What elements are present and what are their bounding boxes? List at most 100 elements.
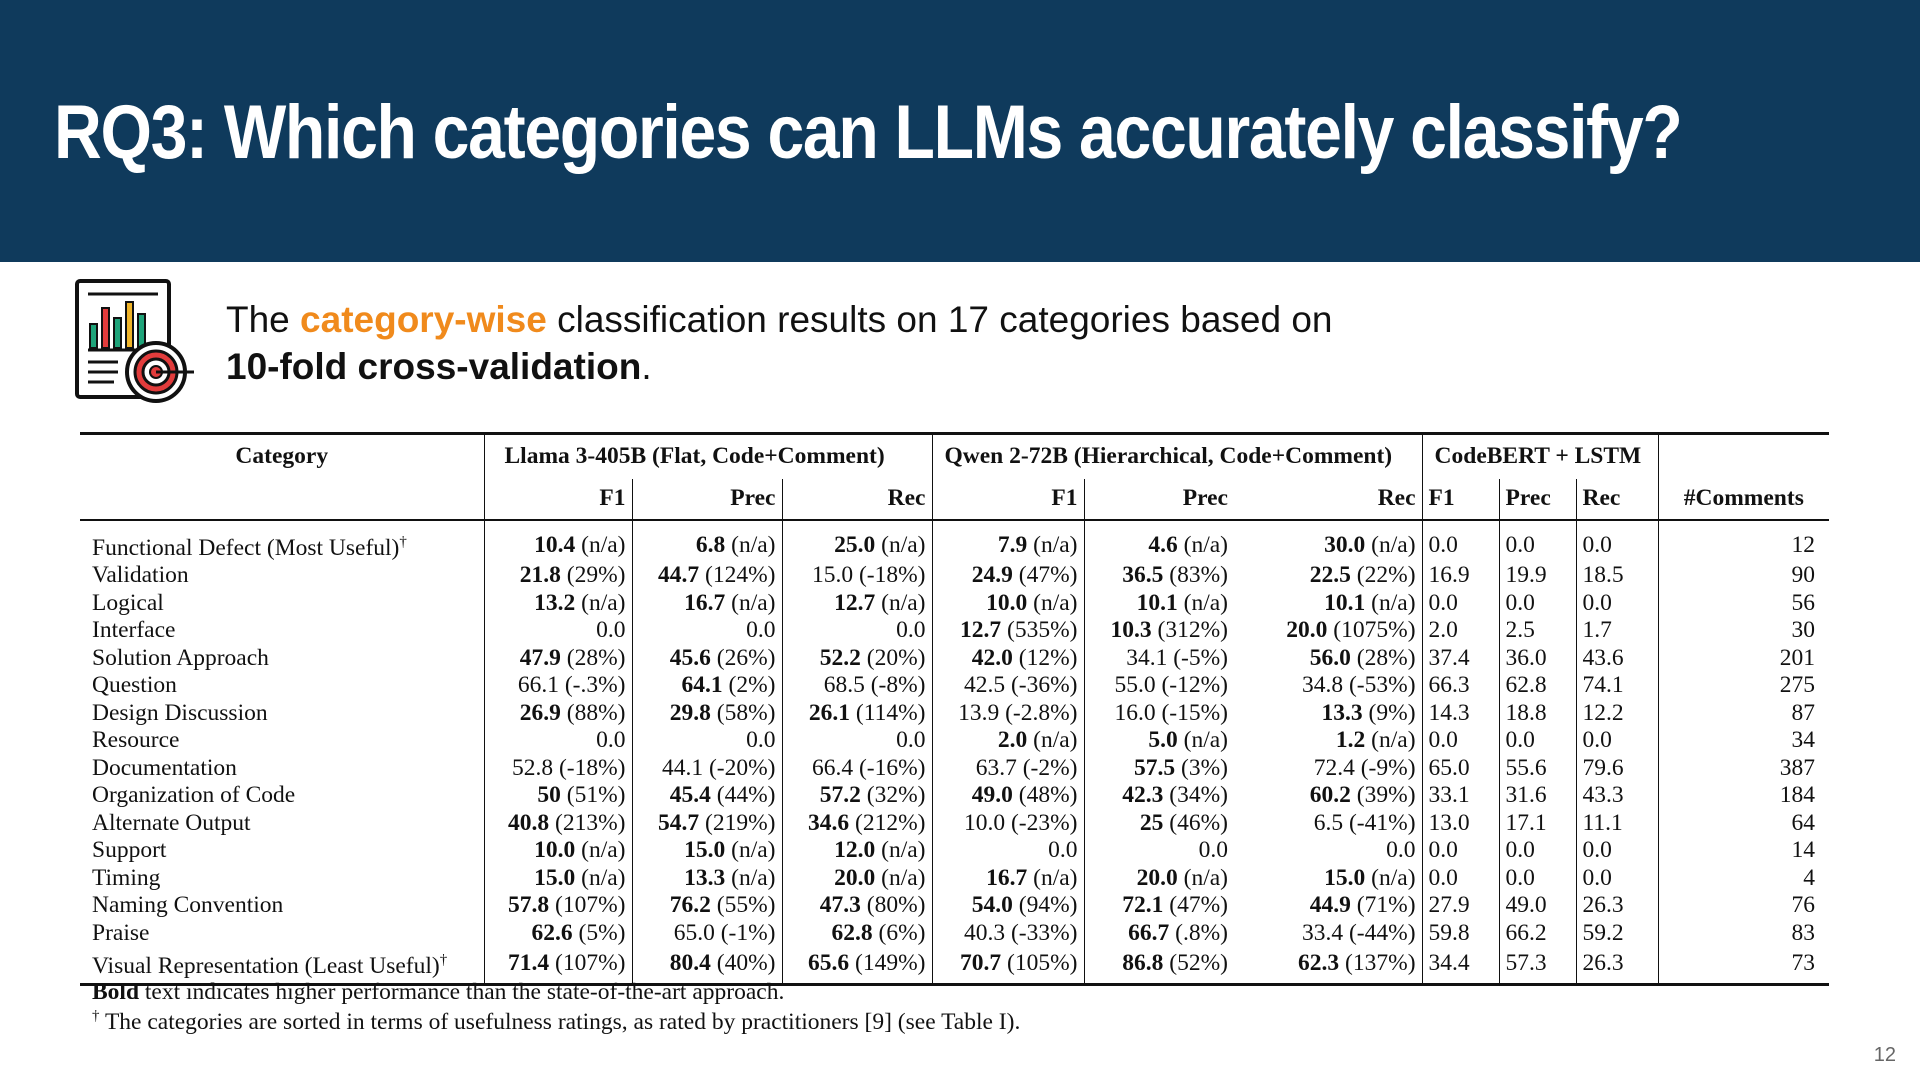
qwen-f1-cell: 7.9 (n/a) [931,520,1084,563]
qwen-rec-cell: 6.5 (-41%) [1234,810,1422,838]
llama-rec-cell: 26.1 (114%) [781,699,932,728]
metric-value: 20.0 [1136,864,1178,891]
category-name: Design Discussion [92,699,268,726]
llama-f1-cell: 71.4 (107%) [483,947,632,985]
metric-value: 66.7 [1128,919,1170,946]
codebert-prec-cell: 62.8 [1498,672,1577,700]
metric-value: 60.2 [1309,782,1351,809]
metric-value: 7.9 [997,531,1028,558]
metric-delta: (-.3%) [558,672,626,699]
category-name: Question [92,672,177,699]
qwen-f1-cell: 40.3 (-33%) [931,919,1084,948]
metric-value: 0.0 [596,727,626,754]
intro-end: . [641,346,652,387]
table-row: Question 66.1 (-.3%) 64.1 (2%) 68.5 (-8%) 42… [80,672,1830,700]
footnote-bold-note: Bold text indicates higher performance t… [92,979,784,1006]
metric-value: 20.0 [834,864,876,891]
metric-delta: (n/a) [875,837,926,864]
header-llama: Llama 3-405B (Flat, Code+Comment) [483,432,932,479]
metric-delta: (52%) [1163,950,1228,977]
llama-rec-cell: 65.6 (149%) [781,947,932,985]
llama-rec-cell: 20.0 (n/a) [781,864,932,893]
llama-f1-cell: 21.8 (29%) [483,562,632,590]
table-row: Design Discussion 26.9 (88%) 29.8 (58%) 26.… [80,699,1830,728]
metric-value: 44.1 [661,754,704,781]
qwen-f1-cell: 0.0 [931,837,1084,865]
comments-count-cell: 56 [1657,589,1830,618]
metric-value: 22.5 [1309,562,1351,589]
metric-delta: (n/a) [1365,864,1416,891]
metric-delta: (213%) [549,809,626,836]
dagger-mark: † [399,534,407,550]
metric-delta: (9%) [1362,699,1416,726]
qwen-rec-cell: 22.5 (22%) [1234,562,1422,590]
qwen-rec-cell: 20.0 (1075%) [1234,617,1422,645]
comments-count-cell: 76 [1657,892,1830,920]
metric-delta: (-15%) [1155,699,1228,726]
codebert-f1-cell: 34.4 [1421,947,1500,985]
table-row: Interface 0.0 0.0 0.0 12.7 (535%) 10.3 (312%)… [80,617,1830,645]
qwen-f1-cell: 10.0 (n/a) [931,589,1084,618]
metric-value: 10.1 [1324,589,1366,616]
codebert-rec-cell: 0.0 [1575,837,1659,865]
metric-delta: (n/a) [1365,531,1416,558]
metric-value: 52.2 [819,644,861,671]
metric-value: 66.1 [517,672,559,699]
category-cell: Documentation [80,755,484,783]
metric-delta: (.8%) [1169,919,1228,946]
qwen-prec-cell: 4.6 (n/a) [1083,520,1234,563]
metric-value: 21.8 [519,562,561,589]
metric-delta: (312%) [1151,617,1228,644]
metric-value: 42.3 [1122,782,1164,809]
codebert-f1-cell: 27.9 [1421,892,1500,920]
llama-rec-cell: 15.0 (-18%) [781,562,932,590]
codebert-f1-cell: 13.0 [1421,809,1500,838]
metric-value: 26.1 [808,699,851,726]
qwen-prec-cell: 5.0 (n/a) [1083,727,1234,755]
metric-delta: (48%) [1012,782,1078,809]
llama-prec-cell: 6.8 (n/a) [631,520,782,563]
metric-value: 16.7 [986,864,1028,891]
metric-value: 65.0 [673,919,715,946]
metric-value: 40.3 [963,919,1006,946]
qwen-rec-cell: 30.0 (n/a) [1234,520,1422,562]
codebert-prec-cell: 2.5 [1498,617,1577,645]
qwen-rec-cell: 44.9 (71%) [1234,892,1422,920]
codebert-rec-cell: 18.5 [1575,562,1659,590]
sub-header-qwen-prec: Prec [1083,479,1234,520]
comments-count-cell: 87 [1657,699,1830,728]
codebert-f1-cell: 37.4 [1421,644,1500,673]
metric-delta: (71%) [1350,892,1416,919]
metric-delta: (-23%) [1005,809,1078,836]
comments-count-cell: 30 [1657,617,1830,645]
codebert-prec-cell: 0.0 [1498,727,1577,755]
metric-value: 42.0 [971,644,1013,671]
metric-delta: (94%) [1012,892,1078,919]
metric-delta: (-1%) [714,919,776,946]
metric-value: 34.8 [1301,672,1344,699]
codebert-prec-cell: 19.9 [1498,562,1577,590]
category-cell: Question [80,672,484,700]
codebert-rec-cell: 26.3 [1575,892,1659,920]
codebert-f1-cell: 65.0 [1421,754,1500,783]
codebert-f1-cell: 66.3 [1421,672,1500,700]
codebert-prec-cell: 0.0 [1498,589,1577,618]
comments-count-cell: 64 [1657,809,1830,838]
codebert-rec-cell: 43.3 [1575,782,1659,810]
metric-value: 25.0 [834,531,876,558]
llama-rec-cell: 0.0 [781,617,932,645]
metric-value: 13.9 [958,699,1000,726]
metric-delta: (105%) [1001,950,1078,977]
group-header-row: Category Llama 3-405B (Flat, Code+Commen… [80,432,1830,479]
llama-rec-cell: 47.3 (80%) [781,892,932,920]
metric-delta: (32%) [860,782,926,809]
metric-value: 54.7 [658,809,700,836]
metric-delta: (47%) [1163,892,1228,919]
category-name: Validation [92,562,189,589]
qwen-rec-cell: 72.4 (-9%) [1234,755,1422,783]
qwen-rec-cell: 0.0 [1234,837,1422,865]
metric-delta: (1075%) [1327,617,1416,644]
qwen-rec-cell: 1.2 (n/a) [1234,727,1422,755]
metric-value: 0.0 [596,617,626,644]
qwen-f1-cell: 16.7 (n/a) [931,864,1084,893]
